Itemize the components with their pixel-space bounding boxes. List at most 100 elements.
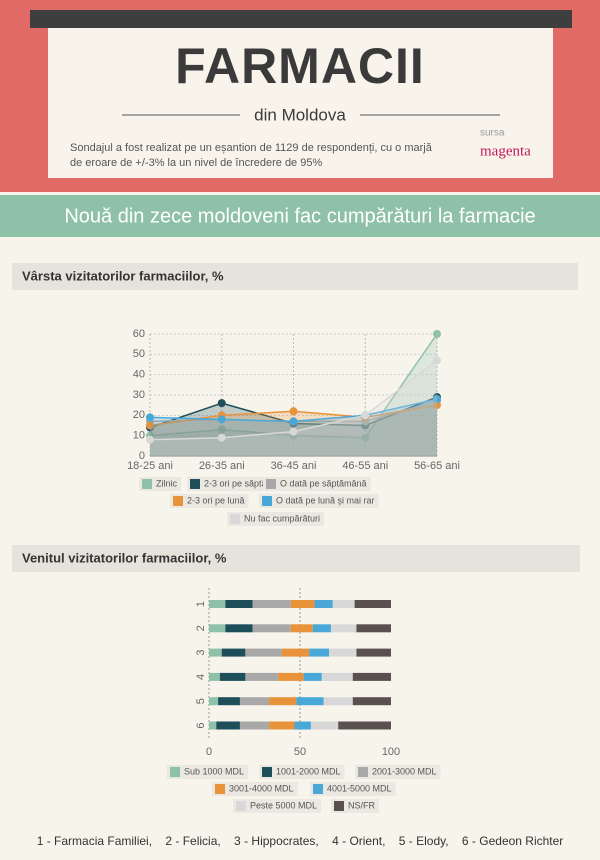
legend-label: Sub 1000 MDL [184,766,244,776]
bar-segment [296,697,324,706]
header-card [48,28,553,178]
point [289,417,298,426]
y-tick-label: 3 [195,650,207,656]
point [361,411,370,420]
legend-item [355,765,441,779]
point [289,407,298,416]
y-tick-label: 5 [195,698,207,704]
bar-segment [219,672,246,681]
description: de eroare de +/-3% la un nivel de încred… [70,157,322,169]
bar-segment [314,600,333,608]
y-tick-label: 60 [133,328,145,340]
legend-label: 2001-3000 MDL [372,766,437,776]
section-header [12,263,578,290]
bar-segment [338,721,391,730]
legend-swatch [262,767,272,777]
point [361,433,370,442]
bar-segment [239,721,270,730]
legend-label: NS/FR [348,800,376,810]
legend-label: 4001-5000 MDL [327,783,392,793]
y-tick-label: 1 [195,601,207,607]
bar-segment [321,672,353,681]
legend-item [227,512,325,526]
banner-text: Nouă din zece moldoveni fac cumpărături … [64,205,535,227]
legend-label: Nu fac cumpărături [244,513,320,523]
subtitle: din Moldova [254,105,346,124]
bar-segment [209,697,219,706]
y-tick-label: 50 [133,348,145,360]
bar-segment [294,721,311,730]
footer: 1 - Farmacia Familiei, 2 - Felicia, 3 - … [37,834,564,848]
x-tick-label: 50 [294,746,306,758]
legend-label: O dată pe săptămână [280,478,367,488]
legend-swatch [170,767,180,777]
point [146,435,154,444]
point [433,330,441,338]
bar-segment [278,672,304,681]
header-bar [30,10,572,28]
bar-segment [354,600,391,608]
bar-segment [252,624,291,633]
legend-swatch [358,767,368,777]
bar-segment [290,600,315,608]
bar-segment [332,600,355,608]
description: Sondajul a fost realizat pe un eșantion … [70,142,433,154]
legend-swatch [266,479,276,489]
bar-segment [209,600,226,608]
bar-segment [252,600,291,608]
legend-swatch [215,784,225,794]
legend-item [212,782,298,796]
y-tick-label: 0 [139,450,145,462]
chart-title: Venitul vizitatorilor farmaciilor, % [22,550,227,565]
bar-segment [356,624,391,633]
legend-item [167,765,249,779]
bar-segment [218,697,240,706]
bar-segment [209,624,226,633]
legend-label: Zilnic [156,478,178,488]
legend-swatch [313,784,323,794]
point [289,427,298,436]
legend-swatch [262,496,272,506]
bar-segment [352,697,391,706]
chart-title: Vârsta vizitatorilor farmaciilor, % [22,268,224,283]
legend-swatch [190,479,200,489]
bar-segment [245,672,279,681]
point [217,415,226,424]
y-tick-label: 40 [133,369,145,381]
bar-segment [269,721,295,730]
bar-segment [329,648,357,657]
x-tick-label: 18-25 ani [127,460,173,472]
bar-segment [323,697,353,706]
bar-segment [209,648,222,657]
bar-segment [312,624,331,633]
bar-segment [356,648,391,657]
bar-segment [310,721,339,730]
source-label: sursa [480,128,505,139]
point [217,425,226,434]
legend-label: 2-3 ori pe săptămână [204,478,289,488]
bar-segment [221,648,246,657]
point [217,399,226,408]
legend-item [310,782,396,796]
title: FARMACII [175,38,425,94]
point [433,356,441,365]
point [217,433,226,442]
legend-label: O dată pe lună și mai rar [276,495,375,505]
x-tick-label: 56-65 ani [414,460,460,472]
legend-item [263,477,371,491]
legend-swatch [230,514,240,524]
y-tick-label: 20 [133,409,145,421]
point [146,421,154,430]
bar-segment [303,672,322,681]
bar-segment [352,672,391,681]
bar-segment [209,672,220,681]
bar-segment [245,648,282,657]
bar-segment [269,697,297,706]
legend-swatch [173,496,183,506]
legend-label: Peste 5000 MDL [250,800,317,810]
bar-segment [281,648,310,657]
x-tick-label: 46-55 ani [342,460,388,472]
y-tick-label: 6 [195,722,207,728]
legend-label: 2-3 ori pe lună [187,495,245,505]
